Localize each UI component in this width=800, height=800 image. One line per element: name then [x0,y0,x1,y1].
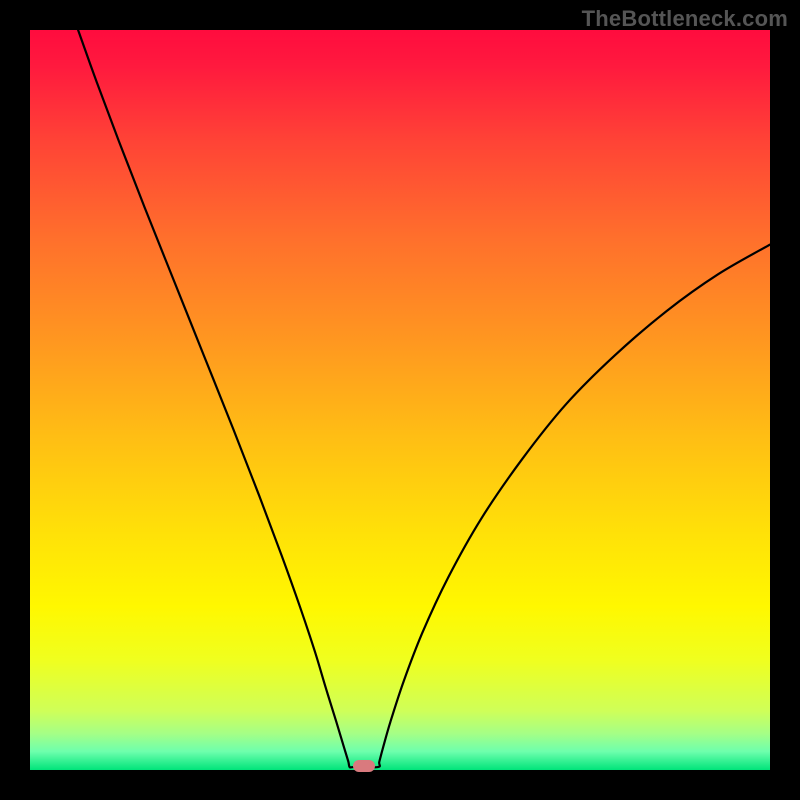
optimum-marker [353,760,375,772]
chart-root: TheBottleneck.com [0,0,800,800]
bottleneck-curve [78,30,770,767]
plot-area [30,30,770,770]
watermark-text: TheBottleneck.com [582,6,788,32]
curve-svg [30,30,770,770]
